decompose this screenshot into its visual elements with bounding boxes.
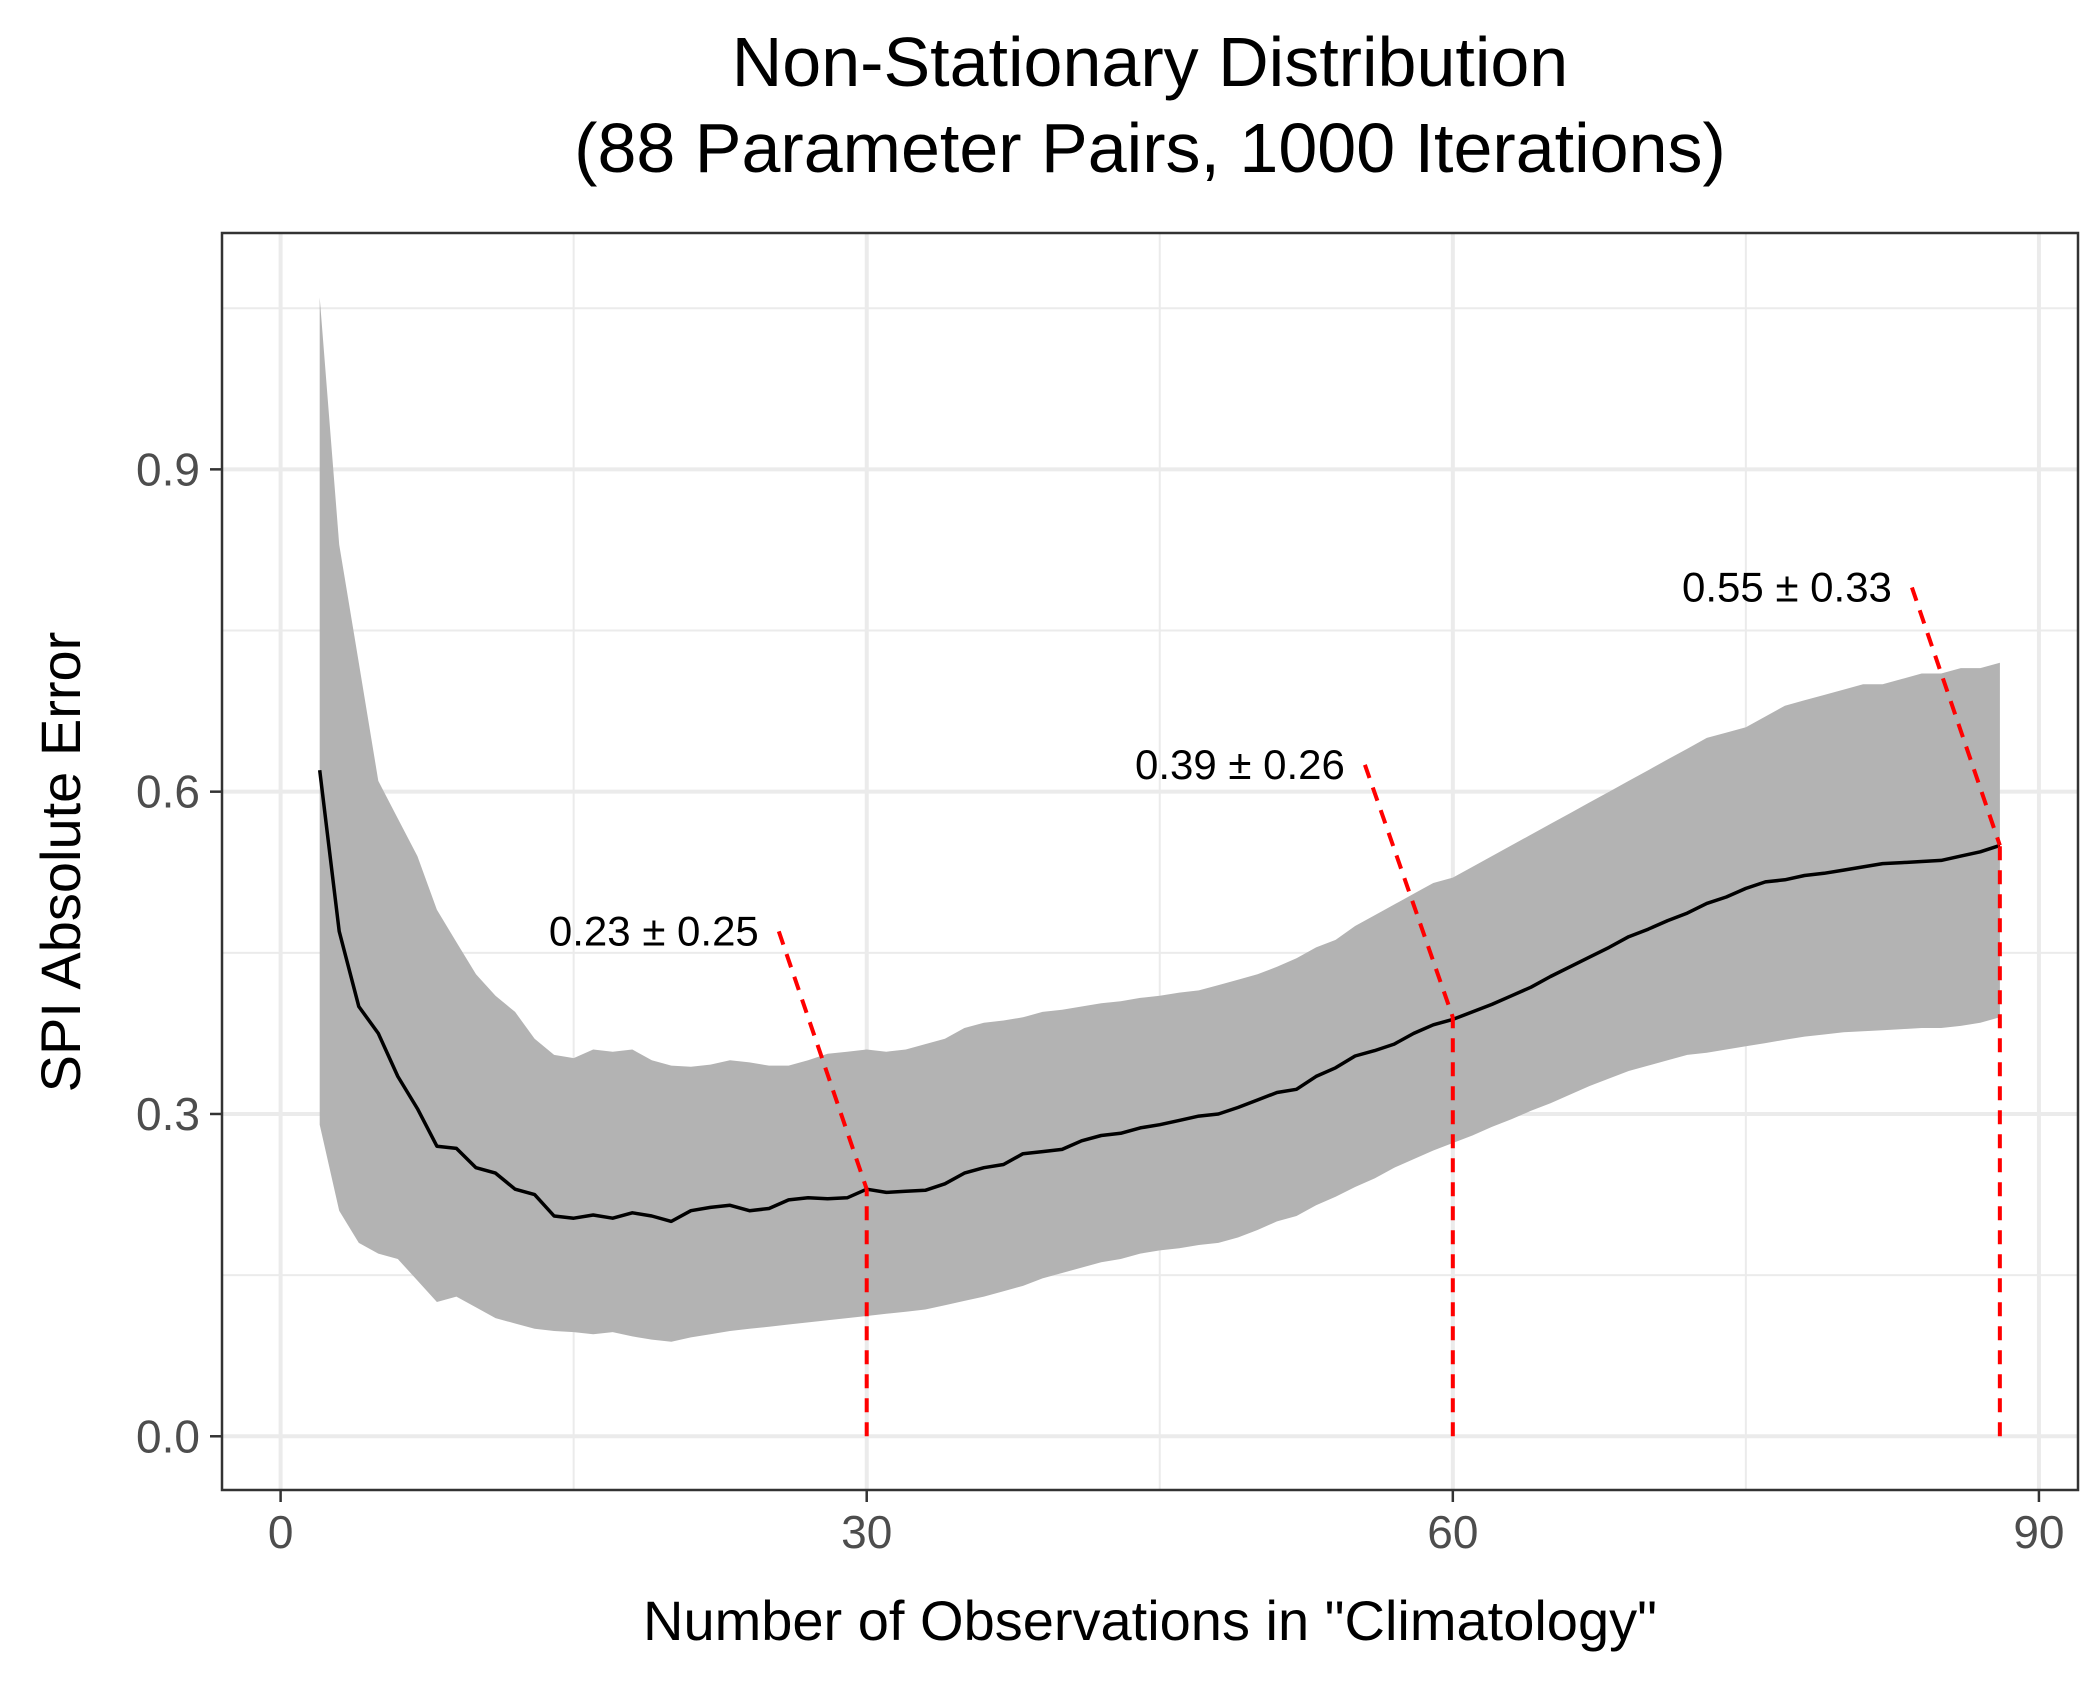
- annotation: 0.39 ± 0.26: [1135, 741, 1455, 1437]
- y-tick-label: 0.6: [136, 766, 200, 818]
- annotation-leader-line: [1910, 586, 2002, 847]
- x-tick-label: 90: [2013, 1506, 2064, 1558]
- annotation: 0.23 ± 0.25: [549, 907, 869, 1437]
- axis-ticks: 0 30 60 90 0.0 0.3 0.6 0.9: [136, 443, 2064, 1558]
- annotation-label: 0.55 ± 0.33: [1682, 564, 1892, 611]
- annotation-leader-line: [1363, 764, 1455, 1018]
- panel-border: [220, 231, 2080, 1492]
- chart-subtitle: (88 Parameter Pairs, 1000 Iterations): [574, 109, 1726, 187]
- x-tick-label: 60: [1427, 1506, 1478, 1558]
- confidence-ribbon: [319, 297, 2000, 1342]
- mean-line-layer: [317, 769, 2001, 1224]
- y-axis-title: SPI Absolute Error: [29, 632, 92, 1093]
- annotation-label: 0.39 ± 0.26: [1135, 741, 1345, 788]
- annotation-label: 0.23 ± 0.25: [549, 907, 759, 954]
- annotation-layer: 0.23 ± 0.25 0.39 ± 0.26 0.55 ± 0.33: [549, 564, 2002, 1437]
- y-tick-label: 0.3: [136, 1088, 200, 1140]
- x-tick-label: 30: [841, 1506, 892, 1558]
- annotation: 0.55 ± 0.33: [1682, 564, 2002, 1437]
- y-tick-label: 0.0: [136, 1410, 200, 1462]
- confidence-ribbon-layer: [319, 297, 2000, 1342]
- x-tick-label: 0: [268, 1506, 294, 1558]
- x-axis-title: Number of Observations in "Climatology": [643, 1589, 1657, 1652]
- annotation-leader-line: [776, 930, 869, 1190]
- mean-error-line: [317, 769, 2001, 1224]
- y-tick-label: 0.9: [136, 443, 200, 495]
- chart-title: Non-Stationary Distribution: [732, 23, 1568, 101]
